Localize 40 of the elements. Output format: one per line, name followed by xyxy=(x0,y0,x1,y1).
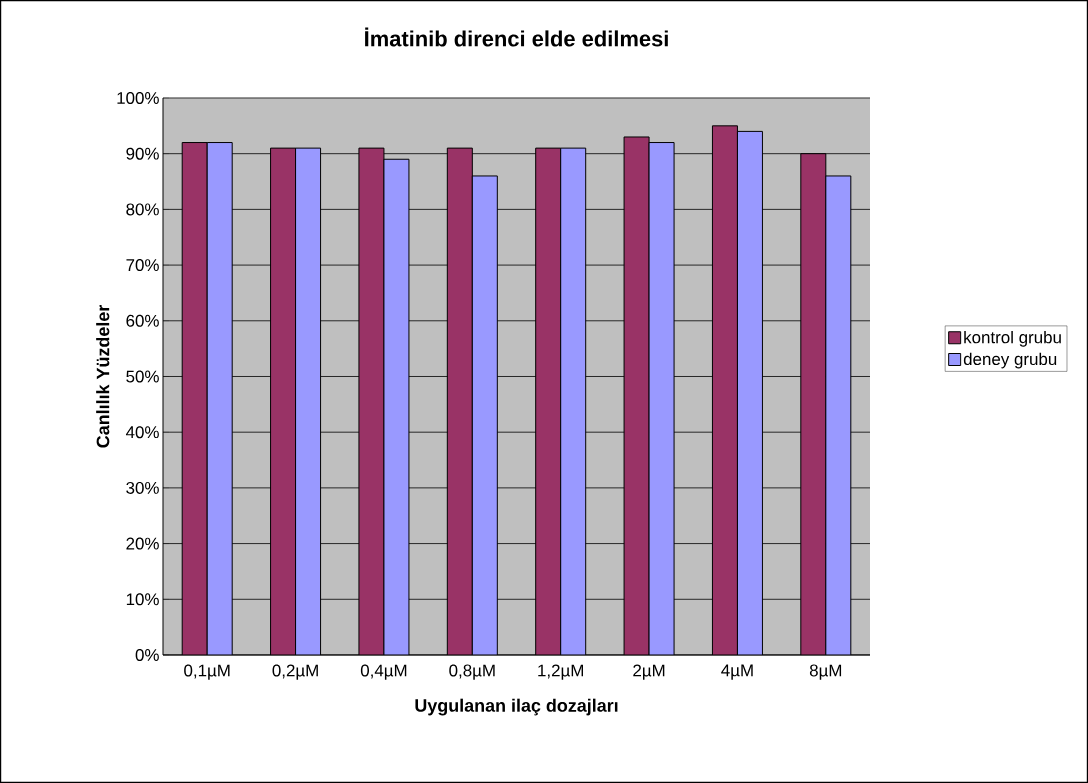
x-tick-label: 0,2µM xyxy=(272,664,318,680)
y-tick-label: 50% xyxy=(126,370,159,383)
x-tick-label: 0,1µM xyxy=(184,664,230,680)
x-tick-label: 4µM xyxy=(721,664,753,680)
bar xyxy=(648,142,675,655)
x-tick-label: 1,2µM xyxy=(538,664,583,680)
bar xyxy=(535,147,562,655)
y-axis-title: Canlılık Yüzdeler xyxy=(96,305,110,448)
y-tick-label: 0% xyxy=(135,648,159,661)
y-tick-label: 10% xyxy=(126,593,159,606)
y-tick-label: 40% xyxy=(125,426,159,439)
x-tick-label: 0,8µM xyxy=(449,664,495,680)
x-tick-label: 8µM xyxy=(809,664,842,680)
y-tick-label: 70% xyxy=(126,259,159,272)
y-tick-label: 20% xyxy=(126,537,159,550)
y-tick-label: 80% xyxy=(126,203,159,216)
bar xyxy=(270,147,297,655)
bar xyxy=(446,147,473,655)
bar xyxy=(295,147,322,655)
bar xyxy=(560,147,587,655)
y-tick-label: 90% xyxy=(126,147,159,160)
x-tick-label: 0,4µM xyxy=(360,664,407,680)
x-axis-title: Uygulanan ilaç dozajları xyxy=(415,698,618,716)
bar xyxy=(825,175,852,655)
bar xyxy=(181,142,208,655)
bar xyxy=(358,147,385,655)
y-tick-label: 60% xyxy=(126,314,159,327)
legend-label: deney grubu xyxy=(963,352,1057,369)
bar xyxy=(383,158,410,655)
chart-title: İmatinib direnci elde edilmesi xyxy=(365,27,668,47)
bar xyxy=(206,142,233,655)
bar xyxy=(623,136,650,655)
bar xyxy=(736,130,763,655)
bar xyxy=(471,175,498,655)
x-tick-label: 2µM xyxy=(633,664,665,680)
legend-label: kontrol grubu xyxy=(964,330,1061,347)
y-tick-label: 30% xyxy=(126,481,159,494)
bar xyxy=(800,153,827,655)
bar xyxy=(711,125,738,655)
y-tick-label: 100% xyxy=(117,91,159,104)
